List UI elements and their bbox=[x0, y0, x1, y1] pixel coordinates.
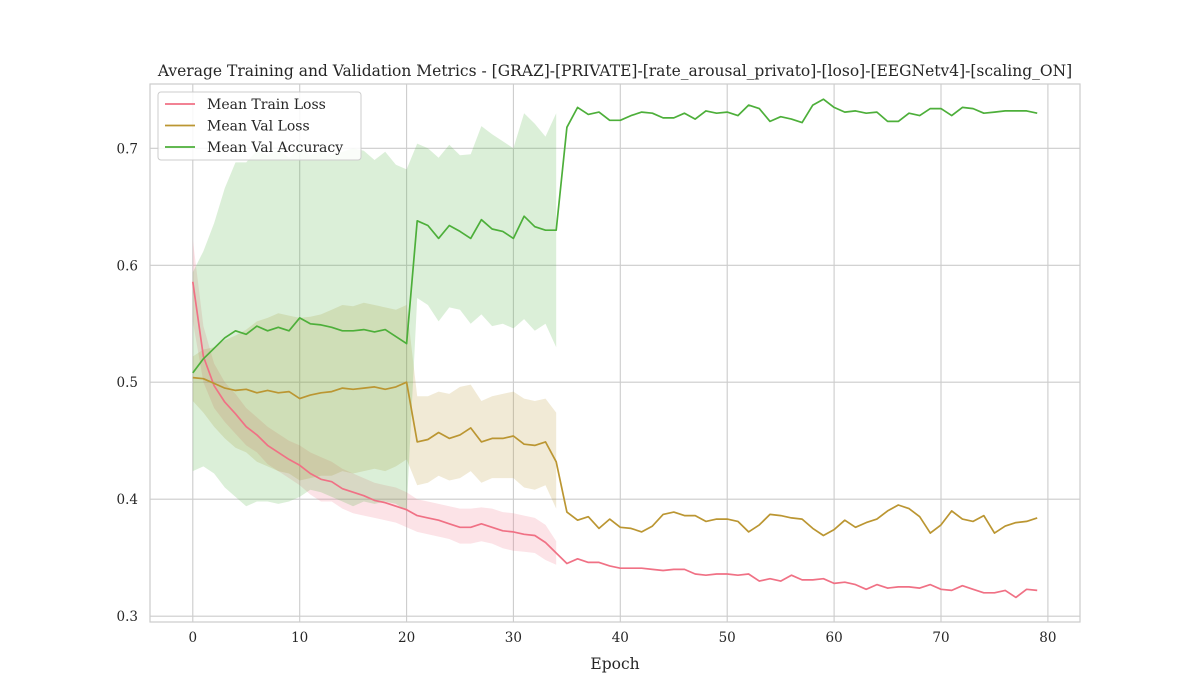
legend: Mean Train Loss Mean Val Loss Mean Val Acc… bbox=[157, 91, 362, 161]
legend-frame bbox=[157, 91, 362, 161]
x-tick-label: 10 bbox=[291, 630, 308, 646]
x-tick-label: 50 bbox=[719, 630, 736, 646]
x-tick-label: 40 bbox=[612, 630, 629, 646]
x-tick-label: 60 bbox=[826, 630, 843, 646]
mean-val-accuracy-legend-label: Mean Val Accuracy bbox=[207, 140, 343, 156]
y-tick-label: 0.5 bbox=[117, 375, 138, 391]
mean-val-loss-std-band bbox=[192, 302, 557, 509]
chart-title: Average Training and Validation Metrics … bbox=[157, 62, 1072, 80]
mean-val-loss-legend-label: Mean Val Loss bbox=[207, 119, 310, 135]
mean-val-accuracy-std-band bbox=[192, 113, 557, 511]
x-axis-label: Epoch bbox=[590, 655, 639, 673]
x-tick-label: 30 bbox=[505, 630, 522, 646]
y-tick-labels: 0.3 0.4 0.5 0.6 0.7 bbox=[117, 141, 138, 625]
mean-train-loss-line bbox=[191, 281, 1038, 599]
std-bands bbox=[192, 113, 557, 565]
mean-val-loss-line bbox=[192, 376, 1038, 537]
x-tick-label: 70 bbox=[932, 630, 949, 646]
x-tick-labels: 0 10 20 30 40 50 60 70 80 bbox=[189, 630, 1057, 646]
y-tick-label: 0.3 bbox=[117, 609, 138, 625]
x-tick-label: 20 bbox=[398, 630, 415, 646]
y-tick-label: 0.6 bbox=[117, 258, 138, 274]
y-tick-label: 0.4 bbox=[117, 492, 138, 508]
y-tick-label: 0.7 bbox=[117, 141, 138, 157]
mean-train-loss-legend-label: Mean Train Loss bbox=[207, 97, 326, 113]
x-tick-label: 80 bbox=[1039, 630, 1056, 646]
plot-area bbox=[149, 83, 1081, 623]
mean-val-accuracy-line bbox=[192, 98, 1038, 374]
series-lines bbox=[191, 98, 1038, 599]
x-tick-label: 0 bbox=[189, 630, 198, 646]
